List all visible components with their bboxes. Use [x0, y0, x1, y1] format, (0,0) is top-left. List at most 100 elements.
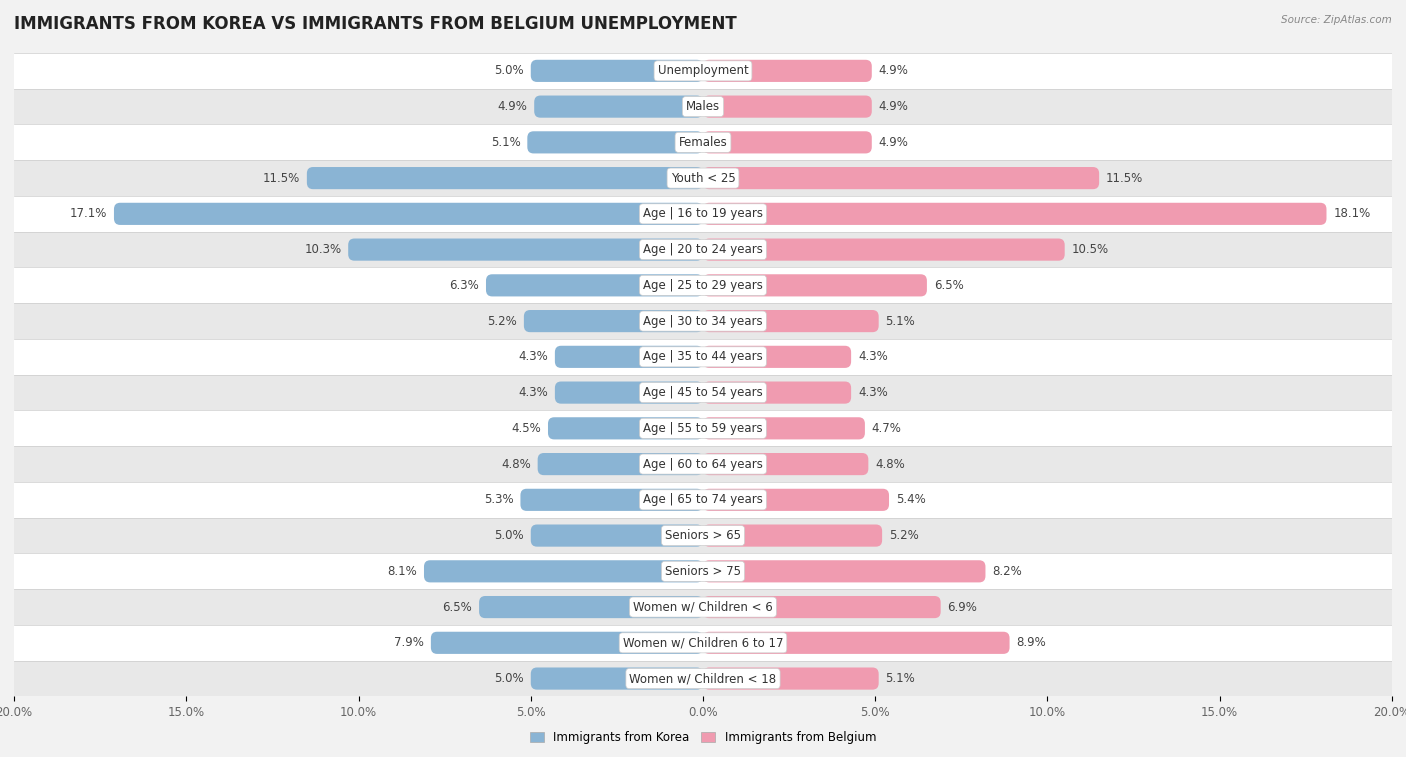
- Text: Seniors > 75: Seniors > 75: [665, 565, 741, 578]
- Bar: [14, 518, 1392, 553]
- Text: 4.5%: 4.5%: [512, 422, 541, 435]
- FancyBboxPatch shape: [703, 560, 986, 582]
- Text: Age | 60 to 64 years: Age | 60 to 64 years: [643, 457, 763, 471]
- Text: 18.1%: 18.1%: [1333, 207, 1371, 220]
- FancyBboxPatch shape: [534, 95, 703, 117]
- Text: 4.3%: 4.3%: [858, 350, 887, 363]
- FancyBboxPatch shape: [703, 274, 927, 297]
- Text: 7.9%: 7.9%: [394, 637, 425, 650]
- Bar: [14, 232, 1392, 267]
- Legend: Immigrants from Korea, Immigrants from Belgium: Immigrants from Korea, Immigrants from B…: [524, 726, 882, 749]
- Bar: [14, 661, 1392, 696]
- FancyBboxPatch shape: [425, 560, 703, 582]
- Text: Unemployment: Unemployment: [658, 64, 748, 77]
- FancyBboxPatch shape: [555, 346, 703, 368]
- Text: Age | 30 to 34 years: Age | 30 to 34 years: [643, 315, 763, 328]
- FancyBboxPatch shape: [703, 310, 879, 332]
- Bar: [14, 196, 1392, 232]
- FancyBboxPatch shape: [703, 489, 889, 511]
- Text: 8.9%: 8.9%: [1017, 637, 1046, 650]
- Text: 6.3%: 6.3%: [450, 279, 479, 292]
- Bar: [14, 53, 1392, 89]
- Text: 4.3%: 4.3%: [519, 350, 548, 363]
- Text: 10.5%: 10.5%: [1071, 243, 1109, 256]
- Text: 8.1%: 8.1%: [387, 565, 418, 578]
- Text: 4.8%: 4.8%: [501, 457, 531, 471]
- Text: Age | 16 to 19 years: Age | 16 to 19 years: [643, 207, 763, 220]
- Text: Males: Males: [686, 100, 720, 113]
- Text: 4.3%: 4.3%: [858, 386, 887, 399]
- Text: 5.1%: 5.1%: [491, 136, 520, 149]
- Text: 5.1%: 5.1%: [886, 315, 915, 328]
- FancyBboxPatch shape: [703, 346, 851, 368]
- FancyBboxPatch shape: [703, 382, 851, 403]
- FancyBboxPatch shape: [703, 453, 869, 475]
- FancyBboxPatch shape: [479, 596, 703, 618]
- FancyBboxPatch shape: [527, 131, 703, 154]
- Bar: [14, 339, 1392, 375]
- FancyBboxPatch shape: [703, 596, 941, 618]
- Text: 10.3%: 10.3%: [304, 243, 342, 256]
- Text: 4.3%: 4.3%: [519, 386, 548, 399]
- FancyBboxPatch shape: [703, 60, 872, 82]
- FancyBboxPatch shape: [703, 238, 1064, 260]
- FancyBboxPatch shape: [531, 668, 703, 690]
- Text: 5.2%: 5.2%: [889, 529, 918, 542]
- Text: 5.2%: 5.2%: [488, 315, 517, 328]
- Text: Females: Females: [679, 136, 727, 149]
- Bar: [14, 482, 1392, 518]
- Text: 6.9%: 6.9%: [948, 600, 977, 614]
- Text: 5.4%: 5.4%: [896, 494, 925, 506]
- FancyBboxPatch shape: [703, 632, 1010, 654]
- FancyBboxPatch shape: [703, 203, 1326, 225]
- Text: 4.9%: 4.9%: [498, 100, 527, 113]
- FancyBboxPatch shape: [486, 274, 703, 297]
- Text: Source: ZipAtlas.com: Source: ZipAtlas.com: [1281, 15, 1392, 25]
- Text: Age | 25 to 29 years: Age | 25 to 29 years: [643, 279, 763, 292]
- Text: Age | 45 to 54 years: Age | 45 to 54 years: [643, 386, 763, 399]
- Text: Age | 55 to 59 years: Age | 55 to 59 years: [643, 422, 763, 435]
- FancyBboxPatch shape: [703, 417, 865, 439]
- FancyBboxPatch shape: [555, 382, 703, 403]
- Bar: [14, 124, 1392, 160]
- FancyBboxPatch shape: [703, 167, 1099, 189]
- Text: 4.9%: 4.9%: [879, 136, 908, 149]
- FancyBboxPatch shape: [548, 417, 703, 439]
- Text: 5.3%: 5.3%: [484, 494, 513, 506]
- Text: 17.1%: 17.1%: [70, 207, 107, 220]
- Text: Seniors > 65: Seniors > 65: [665, 529, 741, 542]
- Text: 4.8%: 4.8%: [875, 457, 905, 471]
- Text: 5.0%: 5.0%: [495, 64, 524, 77]
- Text: 11.5%: 11.5%: [1107, 172, 1143, 185]
- Bar: [14, 589, 1392, 625]
- Bar: [14, 375, 1392, 410]
- FancyBboxPatch shape: [703, 525, 882, 547]
- Text: 11.5%: 11.5%: [263, 172, 299, 185]
- Text: Women w/ Children < 6: Women w/ Children < 6: [633, 600, 773, 614]
- Bar: [14, 446, 1392, 482]
- FancyBboxPatch shape: [349, 238, 703, 260]
- Text: IMMIGRANTS FROM KOREA VS IMMIGRANTS FROM BELGIUM UNEMPLOYMENT: IMMIGRANTS FROM KOREA VS IMMIGRANTS FROM…: [14, 15, 737, 33]
- Text: 5.0%: 5.0%: [495, 672, 524, 685]
- Bar: [14, 160, 1392, 196]
- FancyBboxPatch shape: [307, 167, 703, 189]
- Text: 8.2%: 8.2%: [993, 565, 1022, 578]
- FancyBboxPatch shape: [430, 632, 703, 654]
- Bar: [14, 625, 1392, 661]
- Text: Age | 20 to 24 years: Age | 20 to 24 years: [643, 243, 763, 256]
- FancyBboxPatch shape: [114, 203, 703, 225]
- Bar: [14, 304, 1392, 339]
- Text: Age | 65 to 74 years: Age | 65 to 74 years: [643, 494, 763, 506]
- Bar: [14, 89, 1392, 124]
- Text: 4.9%: 4.9%: [879, 64, 908, 77]
- Text: 5.1%: 5.1%: [886, 672, 915, 685]
- FancyBboxPatch shape: [703, 668, 879, 690]
- FancyBboxPatch shape: [537, 453, 703, 475]
- Text: 6.5%: 6.5%: [443, 600, 472, 614]
- FancyBboxPatch shape: [520, 489, 703, 511]
- Text: 6.5%: 6.5%: [934, 279, 963, 292]
- FancyBboxPatch shape: [703, 95, 872, 117]
- Text: Youth < 25: Youth < 25: [671, 172, 735, 185]
- Text: Women w/ Children 6 to 17: Women w/ Children 6 to 17: [623, 637, 783, 650]
- Bar: [14, 410, 1392, 446]
